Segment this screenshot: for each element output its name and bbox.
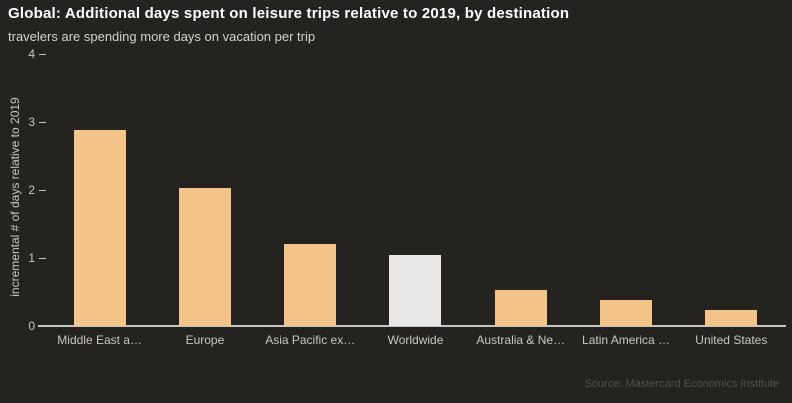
bar-australia-ne	[494, 289, 547, 326]
y-tick-2: 2	[0, 183, 46, 197]
bar-middle-east-a	[73, 130, 126, 326]
y-tick-mark	[39, 53, 46, 55]
bar-asia-pacific-ex	[284, 243, 337, 326]
source-note: Source: Mastercard Economics Institute	[584, 378, 779, 390]
y-tick-label: 4	[28, 47, 35, 61]
bar-slot	[258, 54, 363, 326]
x-label-australia-ne: Australia & Ne…	[476, 333, 566, 347]
x-label-europe: Europe	[185, 333, 225, 347]
x-label-asia-pacific-ex: Asia Pacific ex…	[265, 333, 356, 347]
chart-subtitle: travelers are spending more days on vaca…	[8, 29, 316, 44]
y-tick-3: 3	[0, 115, 46, 129]
y-tick-4: 4	[0, 47, 46, 61]
y-tick-label: 3	[28, 115, 35, 129]
bar-slot	[363, 54, 468, 326]
bar-united-states	[705, 310, 758, 326]
bar-slot	[573, 54, 678, 326]
bar-latin-america	[600, 300, 653, 326]
x-axis-labels: Middle East a… Europe Asia Pacific ex… Worl…	[47, 333, 784, 347]
bar-slot	[152, 54, 257, 326]
x-label-middle-east-a: Middle East a…	[57, 333, 142, 347]
y-tick-mark	[39, 189, 46, 191]
bar-slot	[679, 54, 784, 326]
y-tick-mark	[39, 121, 46, 123]
y-tick-1: 1	[0, 251, 46, 265]
x-label-latin-america: Latin America …	[582, 333, 671, 347]
y-tick-label: 1	[28, 251, 35, 265]
chart-title: Global: Additional days spent on leisure…	[8, 5, 570, 22]
bar-slot	[47, 54, 152, 326]
y-tick-mark	[39, 257, 46, 259]
plot-area	[47, 54, 784, 326]
bar-worldwide	[389, 255, 442, 326]
x-label-worldwide: Worldwide	[387, 333, 444, 347]
x-label-united-states: United States	[695, 333, 768, 347]
y-tick-label: 2	[28, 183, 35, 197]
y-tick-label: 0	[28, 319, 35, 333]
bar-europe	[178, 187, 231, 326]
bar-slot	[468, 54, 573, 326]
